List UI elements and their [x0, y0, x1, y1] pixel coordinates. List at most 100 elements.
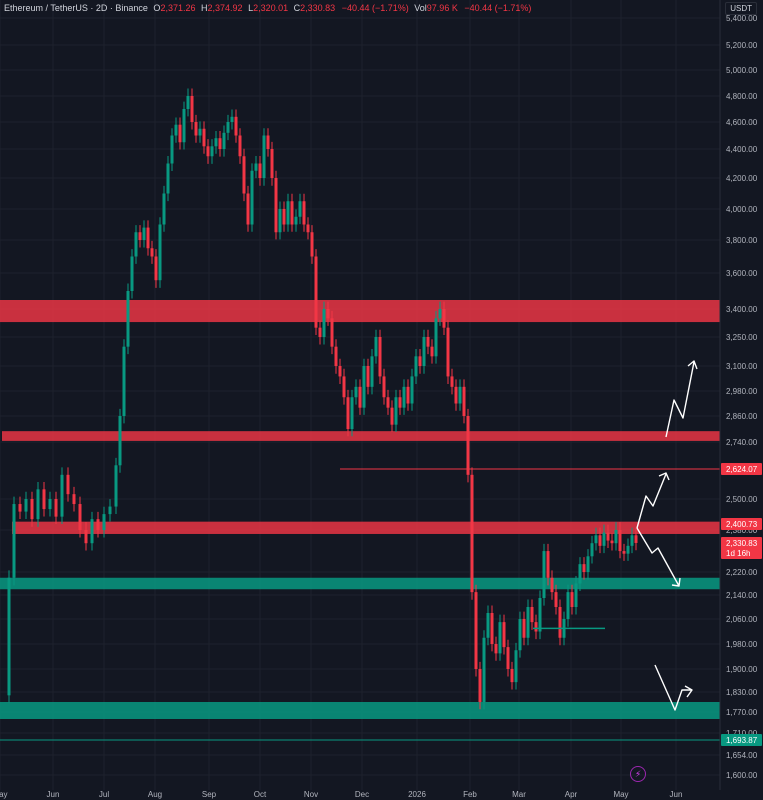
- candle-body: [542, 551, 546, 598]
- high-value: 2,374.92: [207, 3, 243, 13]
- time-axis[interactable]: May Jun Jul Aug Sep Oct Nov Dec 2026 Feb Mar Apr May…: [0, 790, 682, 799]
- candle-body: [198, 128, 202, 136]
- resistance-zone[interactable]: [0, 300, 720, 323]
- time-tick-label: 2026: [408, 790, 426, 799]
- price-tick-label: 2,140.00: [726, 591, 758, 600]
- low-value: 2,320.01: [253, 3, 289, 13]
- candle-body: [618, 530, 622, 552]
- candle-body: [378, 337, 382, 377]
- candle-body: [194, 122, 198, 136]
- bullish-projection-arrow[interactable]: [636, 472, 670, 529]
- bounce-projection-arrow[interactable]: [654, 664, 693, 711]
- candle-body: [206, 146, 210, 157]
- candle-body: [598, 535, 602, 546]
- price-tick-label: 3,800.00: [726, 236, 758, 245]
- candle-body: [602, 532, 606, 546]
- price-tick-label: 2,220.00: [726, 568, 758, 577]
- price-tick-label: 4,600.00: [726, 118, 758, 127]
- price-tick-label: 1,900.00: [726, 665, 758, 674]
- price-tick-label: 4,800.00: [726, 92, 758, 101]
- resistance-zone[interactable]: [12, 521, 720, 534]
- candle-body: [158, 224, 162, 281]
- symbol-title[interactable]: Ethereum / TetherUS · 2D · Binance: [4, 3, 148, 13]
- candle-body: [294, 216, 298, 225]
- candle-body: [290, 201, 294, 225]
- candle-body: [418, 356, 422, 366]
- candle-body: [514, 650, 518, 683]
- candle-body: [334, 346, 338, 366]
- candle-body: [354, 386, 358, 398]
- price-marker-label: 1,693.87: [726, 736, 758, 745]
- candle-body: [538, 598, 542, 632]
- candle-body: [486, 613, 490, 638]
- price-axis-bg[interactable]: [720, 0, 763, 800]
- price-tick-label: 3,250.00: [726, 333, 758, 342]
- candle-body: [222, 132, 226, 149]
- price-axis[interactable]: 5,400.00 5,200.00 5,000.00 4,800.00 4,600.00…: [726, 14, 758, 780]
- projection-arrows[interactable]: [636, 360, 698, 711]
- candle-body: [470, 474, 474, 593]
- price-tick-label: 2,980.00: [726, 387, 758, 396]
- candle-body: [554, 592, 558, 607]
- price-tick-label: 2,060.00: [726, 615, 758, 624]
- sr-zones[interactable]: [0, 300, 720, 719]
- support-zone[interactable]: [0, 702, 720, 719]
- candle-body: [534, 622, 538, 632]
- candle-body: [522, 619, 526, 638]
- candle-body: [266, 135, 270, 149]
- candle-body: [250, 170, 254, 225]
- currency-unit-button[interactable]: USDT: [725, 2, 757, 15]
- candle-body: [306, 224, 310, 233]
- time-tick-label: Feb: [463, 790, 477, 799]
- candle-body: [238, 135, 242, 157]
- symbol-header: Ethereum / TetherUS · 2D · Binance O2,37…: [0, 0, 717, 16]
- candle-body: [130, 256, 134, 291]
- time-tick-label: Nov: [304, 790, 318, 799]
- candle-body: [146, 227, 150, 249]
- price-tick-label: 3,100.00: [726, 362, 758, 371]
- candle-body: [582, 564, 586, 572]
- price-tick-label: 5,400.00: [726, 14, 758, 23]
- candle-body: [402, 386, 406, 408]
- price-tick-label: 5,200.00: [726, 41, 758, 50]
- price-tick-label: 1,770.00: [726, 708, 758, 717]
- time-tick-label: Apr: [565, 790, 578, 799]
- candle-body: [170, 135, 174, 164]
- candle-body: [362, 366, 366, 408]
- annotation-lines[interactable]: [0, 468, 720, 741]
- candle-body: [24, 499, 28, 512]
- candle-body: [18, 504, 22, 512]
- price-tick-label: 1,830.00: [726, 688, 758, 697]
- candle-body: [190, 96, 194, 122]
- price-tick-label: 1,710.00: [726, 729, 758, 738]
- candle-body: [346, 397, 350, 429]
- candle-body: [398, 397, 402, 408]
- candle-body: [154, 256, 158, 281]
- candle-body: [590, 543, 594, 557]
- candle-body: [118, 416, 122, 466]
- candle-body: [326, 309, 330, 319]
- candle-body: [138, 232, 142, 240]
- price-tick-label: 4,200.00: [726, 174, 758, 183]
- lightning-icon[interactable]: ⚡: [630, 766, 646, 782]
- candle-body: [286, 201, 290, 225]
- price-marker-label: 2,330.83: [726, 539, 758, 548]
- resistance-zone[interactable]: [2, 431, 720, 441]
- support-zone[interactable]: [0, 577, 720, 590]
- candle-body: [358, 386, 362, 408]
- candle-body: [426, 337, 430, 347]
- candle-body: [510, 669, 514, 683]
- candle-body: [550, 577, 554, 593]
- candle-body: [102, 514, 106, 530]
- bearish-projection-arrow[interactable]: [636, 527, 681, 587]
- candle-body: [634, 535, 638, 543]
- candle-body: [162, 193, 166, 225]
- time-tick-label: Dec: [355, 790, 369, 799]
- candle-body: [434, 318, 438, 357]
- candle-body: [490, 613, 494, 644]
- candle-body: [7, 577, 11, 696]
- bullish-projection-arrow[interactable]: [665, 360, 698, 438]
- price-marker: [721, 537, 762, 559]
